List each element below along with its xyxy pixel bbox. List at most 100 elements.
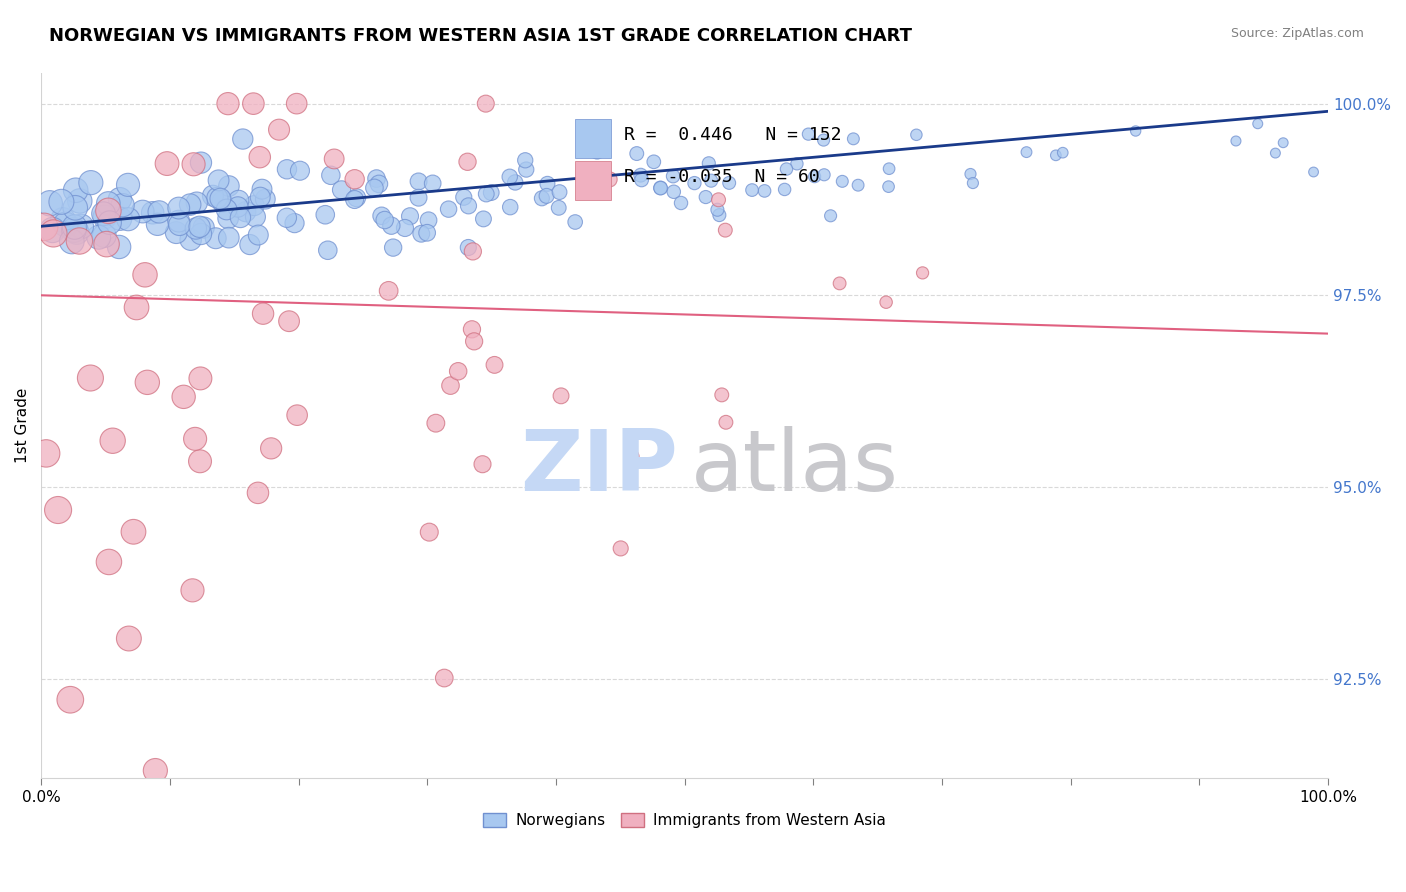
Point xyxy=(718,176,741,190)
Point xyxy=(1264,146,1286,161)
Point xyxy=(245,210,267,224)
Point xyxy=(599,172,621,186)
Point xyxy=(215,202,238,217)
Point xyxy=(209,192,232,206)
Point xyxy=(797,127,820,141)
Point xyxy=(288,163,311,178)
Point xyxy=(218,179,240,194)
Point xyxy=(65,183,87,197)
Point xyxy=(1015,145,1038,160)
Point xyxy=(714,223,737,237)
Point xyxy=(218,230,240,244)
Point xyxy=(80,176,103,190)
Point xyxy=(38,196,60,211)
Point xyxy=(285,408,308,422)
Point xyxy=(211,194,233,209)
Point xyxy=(374,213,396,227)
Text: ZIP: ZIP xyxy=(520,426,678,509)
Point xyxy=(709,208,731,222)
Point xyxy=(411,227,433,241)
Point xyxy=(416,226,439,240)
Point xyxy=(316,244,339,258)
Point xyxy=(180,233,202,247)
Point xyxy=(515,153,537,168)
Point xyxy=(283,216,305,230)
Point xyxy=(134,268,156,282)
Point xyxy=(408,191,430,205)
Point xyxy=(706,202,728,217)
Point xyxy=(184,221,207,235)
Point xyxy=(683,176,706,190)
Point xyxy=(877,179,900,194)
Point xyxy=(204,231,226,245)
Point xyxy=(60,235,83,249)
Point xyxy=(754,184,776,198)
Text: NORWEGIAN VS IMMIGRANTS FROM WESTERN ASIA 1ST GRADE CORRELATION CHART: NORWEGIAN VS IMMIGRANTS FROM WESTERN ASI… xyxy=(49,27,912,45)
Point xyxy=(142,206,165,220)
Point xyxy=(399,209,422,223)
Point xyxy=(363,181,385,195)
Point xyxy=(143,764,166,778)
Point xyxy=(156,156,179,170)
Point xyxy=(228,194,250,208)
Point xyxy=(117,212,139,227)
Point xyxy=(267,122,290,136)
Point xyxy=(179,197,201,211)
Point xyxy=(70,219,93,234)
Point xyxy=(243,199,266,213)
Point xyxy=(515,162,537,177)
Point xyxy=(820,209,842,223)
Point xyxy=(700,174,723,188)
Point xyxy=(250,182,273,196)
Point xyxy=(911,266,934,280)
Point xyxy=(1045,148,1067,162)
Point xyxy=(188,219,211,234)
Point xyxy=(831,174,853,188)
Point xyxy=(1052,145,1074,160)
Point xyxy=(503,176,526,190)
Point xyxy=(69,194,91,208)
Point xyxy=(193,220,215,235)
Point xyxy=(97,555,120,569)
Point xyxy=(242,96,264,111)
Bar xyxy=(575,161,612,200)
Point xyxy=(207,191,229,205)
Point xyxy=(714,415,737,429)
Point xyxy=(662,185,685,199)
Legend: Norwegians, Immigrants from Western Asia: Norwegians, Immigrants from Western Asia xyxy=(477,806,891,834)
Point xyxy=(96,237,118,252)
Point xyxy=(118,632,141,646)
Point xyxy=(217,96,239,111)
Point xyxy=(484,358,506,372)
Point xyxy=(97,196,120,211)
Point xyxy=(249,150,271,164)
Point xyxy=(437,202,460,216)
Point xyxy=(254,192,277,206)
Point xyxy=(201,188,224,202)
Point xyxy=(226,200,249,214)
Point xyxy=(609,541,631,556)
Point xyxy=(439,378,461,392)
Point xyxy=(959,167,981,181)
Point xyxy=(877,161,900,176)
Point xyxy=(229,211,252,225)
Point xyxy=(905,128,928,142)
Point xyxy=(425,416,447,430)
Point xyxy=(643,154,665,169)
Point xyxy=(479,186,502,200)
Point xyxy=(42,227,65,241)
Point xyxy=(842,132,865,146)
Point xyxy=(207,173,229,187)
Point xyxy=(169,218,191,232)
Point xyxy=(394,221,416,235)
Point xyxy=(377,284,399,298)
Point xyxy=(1272,136,1295,150)
Point xyxy=(252,307,274,321)
Point xyxy=(741,183,763,197)
Point xyxy=(98,216,121,230)
Point xyxy=(662,169,685,183)
Point xyxy=(173,390,195,404)
Point xyxy=(52,213,75,227)
Point xyxy=(235,204,257,219)
Point xyxy=(319,169,342,183)
